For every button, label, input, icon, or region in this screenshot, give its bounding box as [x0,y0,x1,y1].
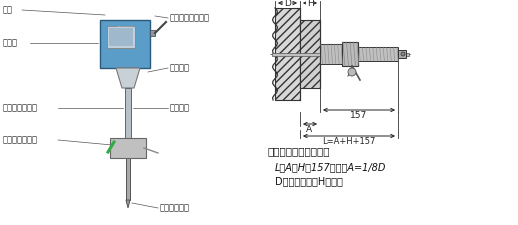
Bar [398,50,406,58]
Bar [150,30,155,36]
Text: H: H [307,0,313,7]
Bar [275,8,300,100]
Circle shape [401,52,405,56]
Polygon shape [126,200,130,208]
Bar [110,138,146,158]
Bar [107,26,135,48]
Circle shape [348,68,356,76]
Text: 传感器连接探杆: 传感器连接探杆 [3,104,38,112]
Text: 157: 157 [350,111,368,120]
Bar [126,158,130,200]
Bar [272,53,409,56]
Text: 传感器连接部件: 传感器连接部件 [3,135,38,144]
Text: L=A+H+157: L=A+H+157 [322,137,376,146]
Bar [125,88,131,142]
Text: 传感器（内）: 传感器（内） [160,203,190,212]
Text: 插入深度的计算方法：: 插入深度的计算方法： [267,146,329,156]
Polygon shape [116,68,140,88]
Bar [358,47,398,61]
Text: 铭牌: 铭牌 [3,5,13,14]
Text: D: D [284,0,291,7]
Bar [320,44,342,64]
Text: 显示屏: 显示屏 [3,38,18,47]
Bar [109,28,133,46]
Text: A: A [306,125,312,134]
Text: L＝A＋H＋157，通常A=1/8D: L＝A＋H＋157，通常A=1/8D [275,162,386,172]
Bar [342,42,358,66]
Text: D为管道通径，H为壁厚: D为管道通径，H为壁厚 [275,176,343,186]
Text: 用户界面连接插头: 用户界面连接插头 [170,14,210,22]
Text: 气流方向: 气流方向 [170,104,190,112]
Bar [300,20,320,88]
Text: ________: ________ [117,23,134,27]
Text: 智能表头: 智能表头 [170,63,190,72]
Bar [100,20,150,68]
